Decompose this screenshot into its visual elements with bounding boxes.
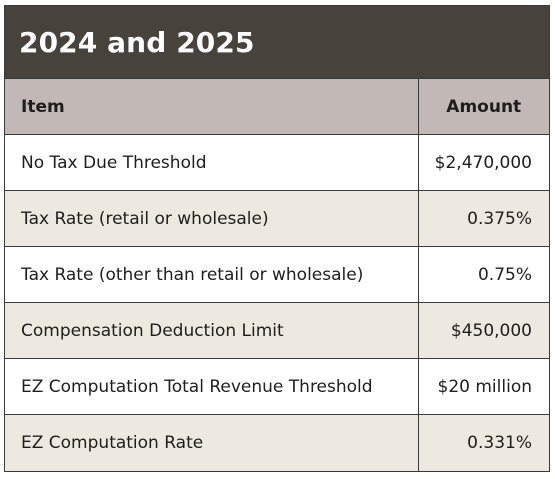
rates-table: Item Amount No Tax Due Threshold $2,470,… [5, 78, 549, 471]
row-amount: 0.75% [418, 246, 549, 303]
row-amount: 0.331% [418, 414, 549, 471]
row-item: Compensation Deduction Limit [5, 302, 419, 359]
column-header-amount: Amount [418, 78, 549, 135]
row-amount: $450,000 [418, 302, 549, 359]
table-row: Tax Rate (other than retail or wholesale… [5, 246, 549, 303]
table-row: Tax Rate (retail or wholesale) 0.375% [5, 190, 549, 247]
table-header-row: Item Amount [5, 78, 549, 135]
row-item: Tax Rate (other than retail or wholesale… [5, 246, 419, 303]
tax-rates-card: 2024 and 2025 Item Amount No Tax Due Thr… [4, 5, 550, 472]
row-amount: 0.375% [418, 190, 549, 247]
table-row: EZ Computation Total Revenue Threshold $… [5, 358, 549, 415]
table-title: 2024 and 2025 [5, 6, 549, 78]
row-item: EZ Computation Total Revenue Threshold [5, 358, 419, 415]
column-header-item: Item [5, 78, 419, 135]
row-amount: $20 million [418, 358, 549, 415]
row-amount: $2,470,000 [418, 134, 549, 191]
row-item: EZ Computation Rate [5, 414, 419, 471]
table-row: Compensation Deduction Limit $450,000 [5, 302, 549, 359]
table-row: EZ Computation Rate 0.331% [5, 414, 549, 471]
table-row: No Tax Due Threshold $2,470,000 [5, 134, 549, 191]
row-item: No Tax Due Threshold [5, 134, 419, 191]
row-item: Tax Rate (retail or wholesale) [5, 190, 419, 247]
